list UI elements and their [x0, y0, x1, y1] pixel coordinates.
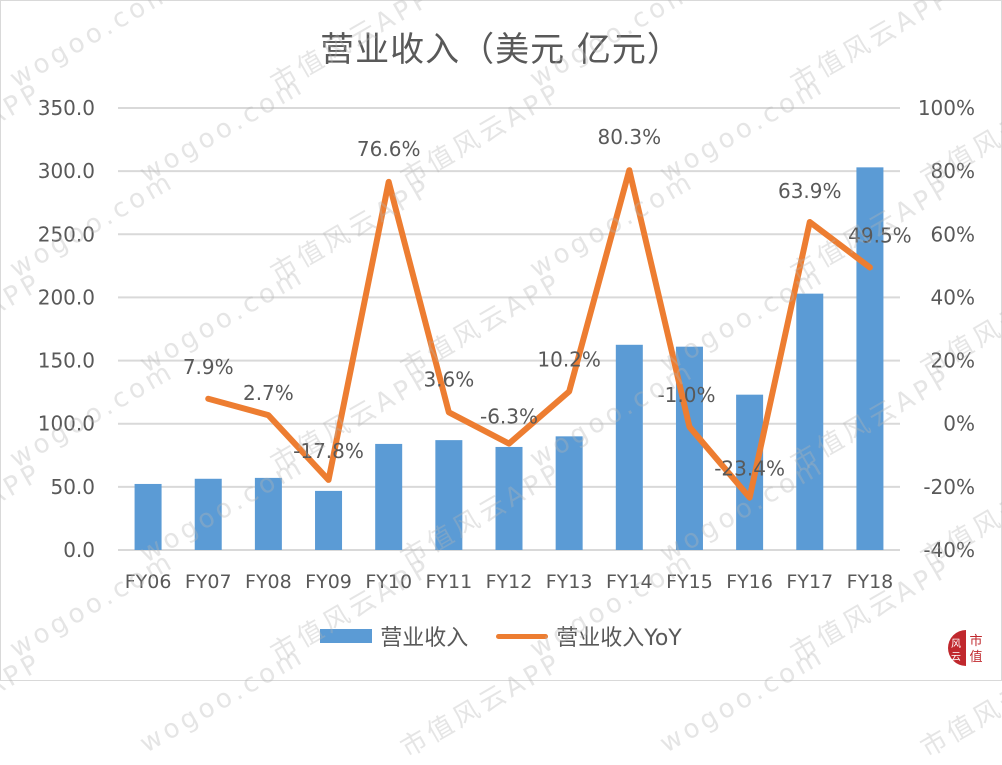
- bar-swatch-icon: [320, 629, 373, 643]
- x-tick-label: FY06: [125, 571, 172, 593]
- svg-text:值: 值: [969, 649, 982, 665]
- yoy-data-label: 80.3%: [598, 125, 662, 149]
- right-tick-label: -40%: [923, 538, 975, 562]
- revenue-bar[interactable]: [495, 446, 523, 550]
- yoy-data-label: -23.4%: [714, 457, 785, 481]
- yoy-data-label: 3.6%: [423, 367, 474, 391]
- revenue-bar[interactable]: [856, 167, 884, 550]
- yoy-data-label: 2.7%: [243, 381, 294, 405]
- left-tick-label: 150.0: [38, 349, 95, 373]
- x-tick-label: FY11: [425, 571, 472, 593]
- left-tick-label: 0.0: [63, 538, 95, 562]
- yoy-data-label: -17.8%: [293, 439, 364, 463]
- legend: 营业收入 营业收入YoY: [0, 620, 1002, 652]
- right-axis-ticks: -40% -20% 0% 20% 40% 60% 80% 100%: [918, 96, 975, 562]
- yoy-data-label: 10.2%: [537, 348, 601, 372]
- svg-text:市: 市: [969, 633, 982, 649]
- left-tick-label: 50.0: [50, 475, 95, 499]
- revenue-bar[interactable]: [435, 440, 463, 550]
- gridlines: [118, 107, 900, 551]
- yoy-data-labels: 7.9% 2.7% -17.8% 76.6% 3.6%-6.3% 10.2% 80.3% -1…: [183, 125, 912, 480]
- revenue-bar[interactable]: [615, 344, 643, 550]
- left-tick-label: 200.0: [38, 285, 95, 309]
- x-tick-label: FY12: [486, 571, 533, 593]
- right-tick-label: 80%: [931, 159, 975, 183]
- left-tick-label: 350.0: [38, 96, 95, 120]
- revenue-bar[interactable]: [315, 490, 343, 550]
- left-axis-ticks: 0.0 50.0 100.0 150.0 200.0 250.0 300.0 350.0: [38, 96, 95, 562]
- x-tick-label: FY15: [666, 571, 713, 593]
- right-tick-label: 40%: [931, 285, 975, 309]
- line-swatch-icon: [496, 633, 549, 639]
- yoy-data-label: 7.9%: [183, 355, 234, 379]
- chart-canvas: 0.0 50.0 100.0 150.0 200.0 250.0 300.0 350.0 -4…: [38, 96, 975, 593]
- yoy-line: [205, 167, 873, 501]
- legend-item-yoy[interactable]: 营业收入YoY: [496, 620, 682, 652]
- yoy-data-label: 63.9%: [778, 179, 842, 203]
- revenue-bar[interactable]: [194, 478, 222, 550]
- x-tick-label: FY18: [847, 571, 894, 593]
- left-tick-label: 300.0: [38, 159, 95, 183]
- revenue-bar[interactable]: [375, 443, 403, 550]
- x-axis-labels: FY06 FY07 FY08 FY09 FY10 FY11 FY12 FY13 FY14 FY15…: [125, 571, 894, 593]
- revenue-bars: [134, 167, 884, 550]
- x-tick-label: FY13: [546, 571, 593, 593]
- left-tick-label: 100.0: [38, 412, 95, 436]
- right-tick-label: 100%: [918, 96, 975, 120]
- right-tick-label: 0%: [943, 412, 975, 436]
- legend-label-yoy: 营业收入YoY: [556, 626, 682, 651]
- yoy-data-label: 49.5%: [848, 223, 912, 247]
- svg-text:云: 云: [951, 652, 961, 663]
- right-tick-label: -20%: [923, 475, 975, 499]
- revenue-bar[interactable]: [254, 477, 282, 550]
- legend-item-revenue[interactable]: 营业收入: [320, 620, 468, 652]
- right-tick-label: 60%: [931, 222, 975, 246]
- left-tick-label: 250.0: [38, 222, 95, 246]
- x-tick-label: FY09: [305, 571, 352, 593]
- brand-logo-icon: 风 云 市 值: [948, 630, 983, 666]
- x-tick-label: FY07: [185, 571, 232, 593]
- yoy-data-label: -1.0%: [657, 383, 715, 407]
- yoy-data-label: 76.6%: [357, 137, 421, 161]
- svg-text:风: 风: [951, 638, 961, 650]
- legend-label-revenue: 营业收入: [380, 626, 469, 651]
- x-tick-label: FY10: [365, 571, 412, 593]
- chart-title: 营业收入（美元 亿元）: [320, 30, 682, 70]
- chart-frame: [0, 0, 1002, 681]
- x-tick-label: FY16: [726, 571, 773, 593]
- right-tick-label: 20%: [931, 349, 975, 373]
- revenue-bar[interactable]: [555, 436, 583, 550]
- x-tick-label: FY17: [786, 571, 833, 593]
- x-tick-label: FY08: [245, 571, 292, 593]
- revenue-bar[interactable]: [736, 394, 764, 550]
- x-tick-label: FY14: [606, 571, 653, 593]
- revenue-bar[interactable]: [796, 293, 824, 550]
- yoy-data-label: -6.3%: [480, 405, 538, 429]
- revenue-bar[interactable]: [134, 483, 162, 550]
